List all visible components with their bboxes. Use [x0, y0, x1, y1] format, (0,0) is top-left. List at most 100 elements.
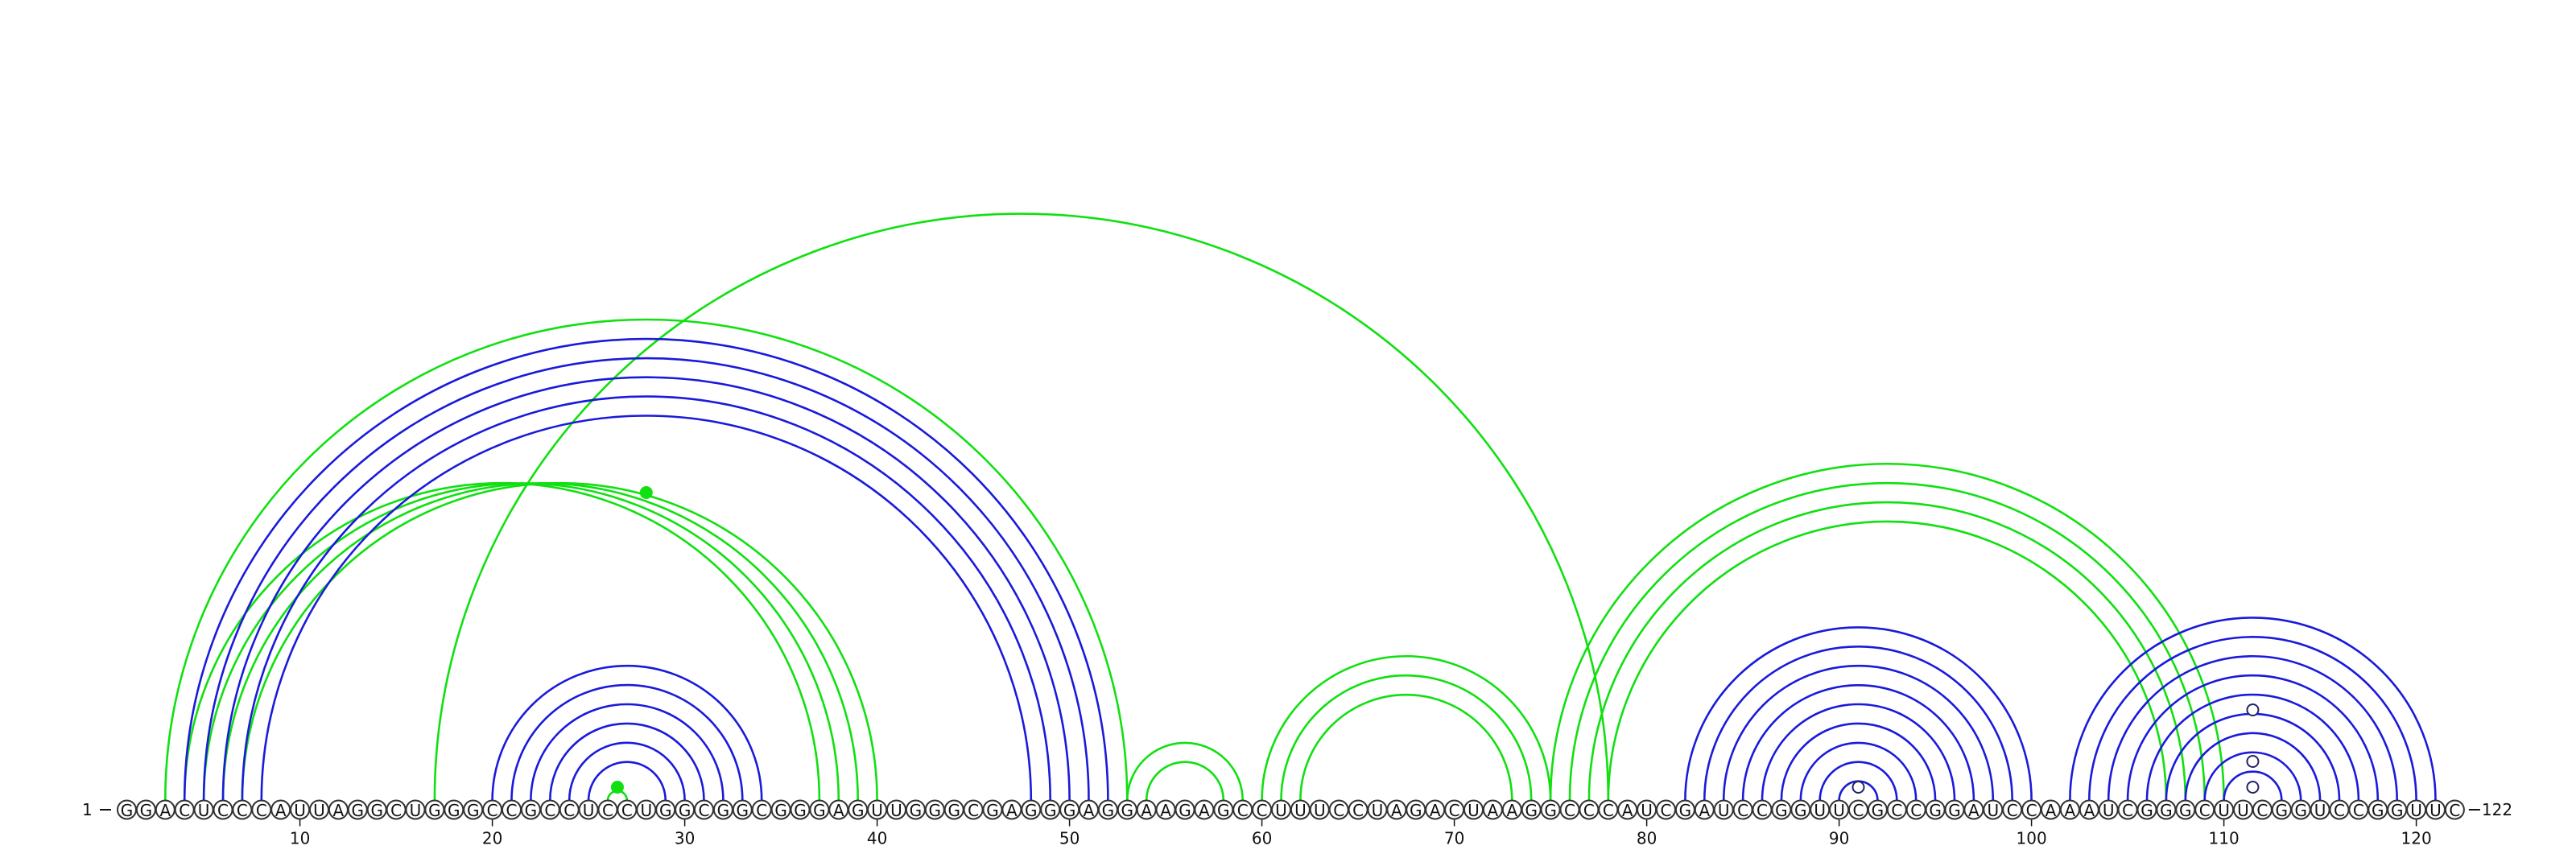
nucleotide-letter: A — [1430, 801, 1441, 820]
nucleotide-letter: G — [2391, 801, 2404, 820]
nucleotide-letter: U — [1641, 801, 1653, 820]
blue-pair-arc — [510, 683, 744, 801]
nucleotide-letter: C — [621, 801, 633, 820]
nucleotide-letter: G — [1775, 801, 1788, 820]
green-pair-arc — [1280, 674, 1533, 801]
blue-pair-arc — [2223, 770, 2283, 801]
green-pair-arc — [221, 481, 859, 801]
nucleotide-letter: G — [1525, 801, 1538, 820]
nucleotide-letter: U — [198, 801, 210, 820]
nucleotide-letter: C — [1333, 801, 1344, 820]
nucleotide-letter: U — [2410, 801, 2422, 820]
green-pair-arc — [1299, 693, 1513, 801]
nucleotide-letter: C — [256, 801, 267, 820]
nucleotide-letter: U — [890, 801, 902, 820]
nucleotide-letter: U — [313, 801, 325, 820]
green-pair-arc — [1126, 741, 1244, 801]
nucleotide-letter: C — [544, 801, 555, 820]
nucleotide-letter: A — [1084, 801, 1095, 820]
nucleotide-letter: C — [1757, 801, 1768, 820]
nucleotide-letter: G — [852, 801, 865, 820]
nucleotide-letter: U — [1987, 801, 1999, 820]
nucleotide-letter: A — [1968, 801, 1979, 820]
tick-label: 70 — [1444, 829, 1464, 848]
nucleotide-letter: G — [947, 801, 960, 820]
nucleotide-letter: A — [333, 801, 345, 820]
nucleotide-letter: C — [1910, 801, 1922, 820]
nucleotide-letter: U — [2237, 801, 2249, 820]
nucleotide-letter: U — [640, 801, 652, 820]
nucleotide-letter: C — [179, 801, 190, 820]
blue-pair-arc — [1818, 761, 1898, 801]
nucleotide-letter: U — [2218, 801, 2230, 820]
nucleotide-letter: C — [237, 801, 248, 820]
blue-pair-arc — [221, 376, 1071, 801]
nucleotide-letter: U — [1468, 801, 1480, 820]
nucleotide-letter: A — [1160, 801, 1171, 820]
blue-pair-arc — [1761, 703, 1956, 801]
blue-pair-arc — [241, 395, 1051, 801]
nucleotide-letter: U — [1814, 801, 1826, 820]
nucleotide-letter: G — [1025, 801, 1038, 820]
nucleotide-letter: C — [2449, 801, 2460, 820]
tick-label: 30 — [675, 829, 695, 848]
nucleotide-letter: G — [467, 801, 480, 820]
nucleotide-letter: G — [370, 801, 383, 820]
nucleotide-letter: G — [2179, 801, 2192, 820]
blue-pair-arc — [1799, 741, 1918, 801]
nucleotide-letter: G — [525, 801, 538, 820]
nucleotide-letter: U — [1372, 801, 1384, 820]
green-pair-arc — [1587, 501, 2187, 801]
nucleotide-letter: U — [1833, 801, 1845, 820]
nucleotide-letter: C — [968, 801, 979, 820]
green-pair-arc — [1145, 761, 1225, 801]
nucleotide-letter: C — [602, 801, 613, 820]
nucleotide-letter: G — [679, 801, 691, 820]
nucleotide-letter: G — [774, 801, 787, 820]
tick-label: 20 — [482, 829, 502, 848]
nucleotide-letter: C — [2353, 801, 2364, 820]
nucleotide-letter: G — [1872, 801, 1885, 820]
nucleotide-letter: A — [275, 801, 287, 820]
nucleotide-letter: G — [1679, 801, 1692, 820]
nucleotide-letter: C — [756, 801, 767, 820]
blue-pair-arc — [568, 741, 686, 801]
nucleotide-letter: A — [1622, 801, 1633, 820]
blue-pair-arc — [587, 761, 667, 801]
nucleotide-letter: C — [1737, 801, 1748, 820]
blue-pair-arc — [549, 722, 705, 801]
nucleotide-letter: U — [1718, 801, 1730, 820]
tick-label: 100 — [2017, 829, 2047, 848]
nucleotide-letter: C — [2256, 801, 2268, 820]
nucleotide-letter: G — [2372, 801, 2384, 820]
nucleotide-letter: U — [583, 801, 595, 820]
tick-label: 10 — [290, 829, 310, 848]
nucleotide-letter: C — [1661, 801, 1672, 820]
nucleotide-letter: G — [1102, 801, 1115, 820]
nucleotide-letter: A — [159, 801, 171, 820]
blue-pair-arc — [2069, 617, 2437, 801]
green-pair-arc — [164, 318, 1129, 801]
tick-label: 90 — [1829, 829, 1849, 848]
blue-pair-arc — [2203, 751, 2302, 801]
nucleotide-letter: C — [390, 801, 402, 820]
nucleotide-letter: G — [1410, 801, 1422, 820]
blue-pair-arc — [530, 703, 724, 801]
blue-pair-arc — [491, 664, 763, 801]
nucleotide-letter: G — [659, 801, 672, 820]
arc-marker — [2246, 703, 2260, 716]
nucleotide-letter: G — [1794, 801, 1807, 820]
blue-pair-arc — [1780, 722, 1937, 801]
nucleotide-letter: C — [2026, 801, 2037, 820]
nucleotide-letter: U — [294, 801, 306, 820]
arc-marker — [2246, 755, 2260, 768]
green-pair-arc — [1607, 520, 2168, 801]
nucleotide-letter: A — [2083, 801, 2095, 820]
nucleotide-letter: U — [2429, 801, 2442, 820]
nucleotide-letter: G — [1544, 801, 1557, 820]
tick-label: 40 — [867, 829, 887, 848]
blue-pair-arc — [1684, 626, 2033, 801]
tick-label: 80 — [1637, 829, 1657, 848]
nucleotide-letter: U — [871, 801, 883, 820]
